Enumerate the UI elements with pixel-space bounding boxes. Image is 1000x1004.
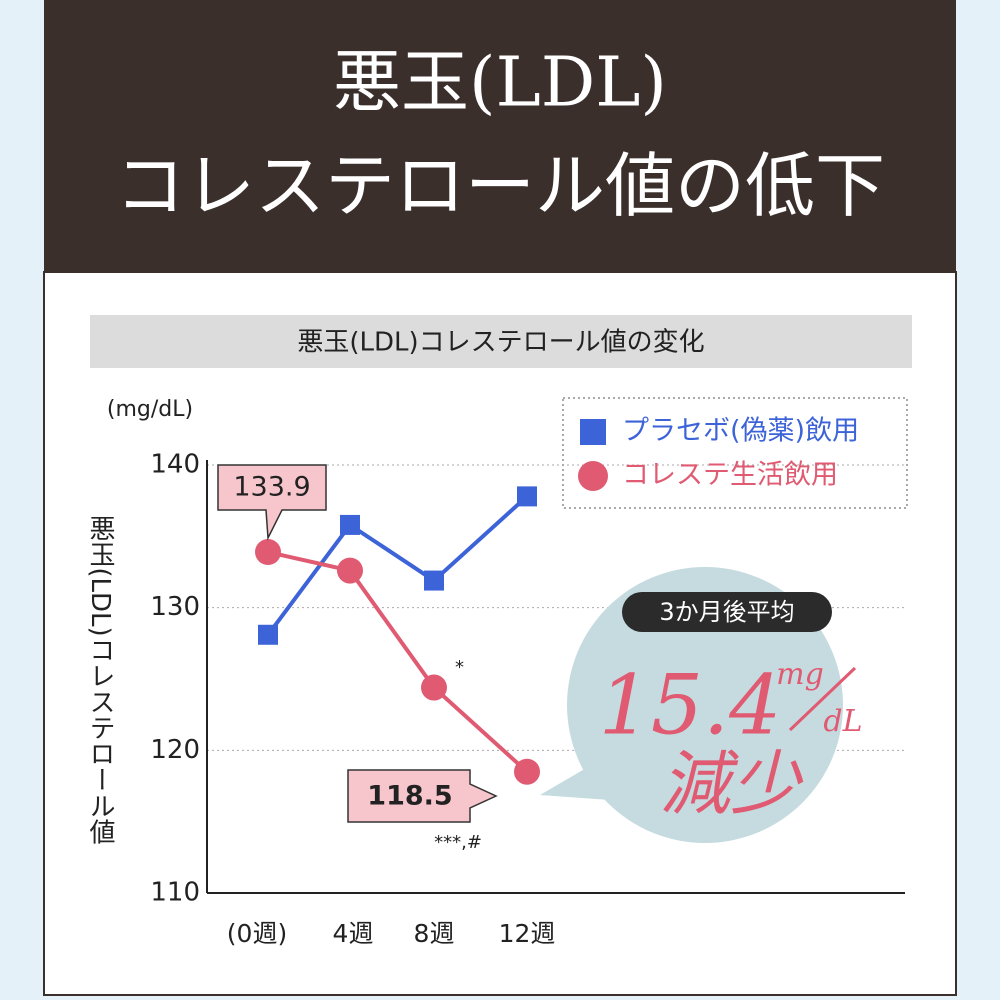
legend-marker <box>580 419 606 445</box>
y-tick-label: 120 <box>150 735 200 765</box>
bubble-text: 減少 <box>660 743 804 825</box>
marker <box>514 758 540 785</box>
y-axis-label: 悪玉(LDL)コレステロール値 <box>85 515 115 844</box>
value-label: 133.9 <box>233 472 310 503</box>
unit-slash <box>788 666 857 732</box>
callout <box>347 769 498 823</box>
marker <box>424 570 444 591</box>
header-title: コレステロール値の低下 <box>115 145 885 227</box>
bubble-circle <box>567 567 843 843</box>
marker <box>258 624 278 645</box>
marker <box>255 539 281 566</box>
x-tick-label: (0週) <box>227 919 287 948</box>
subtitle-bar <box>90 315 912 368</box>
x-tick-label: 12週 <box>499 919 556 948</box>
significance: ***,# <box>434 832 482 853</box>
header <box>44 0 956 272</box>
y-unit: (mg/dL) <box>107 397 193 422</box>
legend-label: コレステ生活飲用 <box>622 460 838 491</box>
marker <box>340 514 360 535</box>
legend-marker <box>578 461 608 491</box>
bubble-value: 15.4 <box>599 659 782 754</box>
bubble: 3か月後平均 15.4 mg dL 減少 <box>540 567 863 843</box>
callout <box>217 464 327 541</box>
y-tick-label: 110 <box>150 878 200 908</box>
series-line <box>267 550 529 774</box>
marker <box>421 674 447 701</box>
bubble-unit: dL <box>823 704 862 739</box>
y-tick-label: 140 <box>150 450 200 480</box>
x-tick-label: 8週 <box>414 919 455 948</box>
chart-title: 悪玉(LDL)コレステロール値の変化 <box>297 328 704 358</box>
significance: * <box>455 657 464 678</box>
x-tick-label: 4週 <box>333 919 374 948</box>
y-tick-label: 130 <box>150 592 200 622</box>
marker <box>517 486 537 507</box>
bubble-heading: 3か月後平均 <box>659 598 794 626</box>
series-line <box>266 494 529 636</box>
legend-label: プラセボ(偽薬)飲用 <box>622 416 859 447</box>
bubble-pill <box>622 592 832 632</box>
bubble-unit: mg <box>776 657 824 692</box>
marker <box>337 557 363 584</box>
legend <box>562 397 908 509</box>
value-label: 118.5 <box>367 781 452 812</box>
header-title: 悪玉(LDL) <box>333 44 667 123</box>
